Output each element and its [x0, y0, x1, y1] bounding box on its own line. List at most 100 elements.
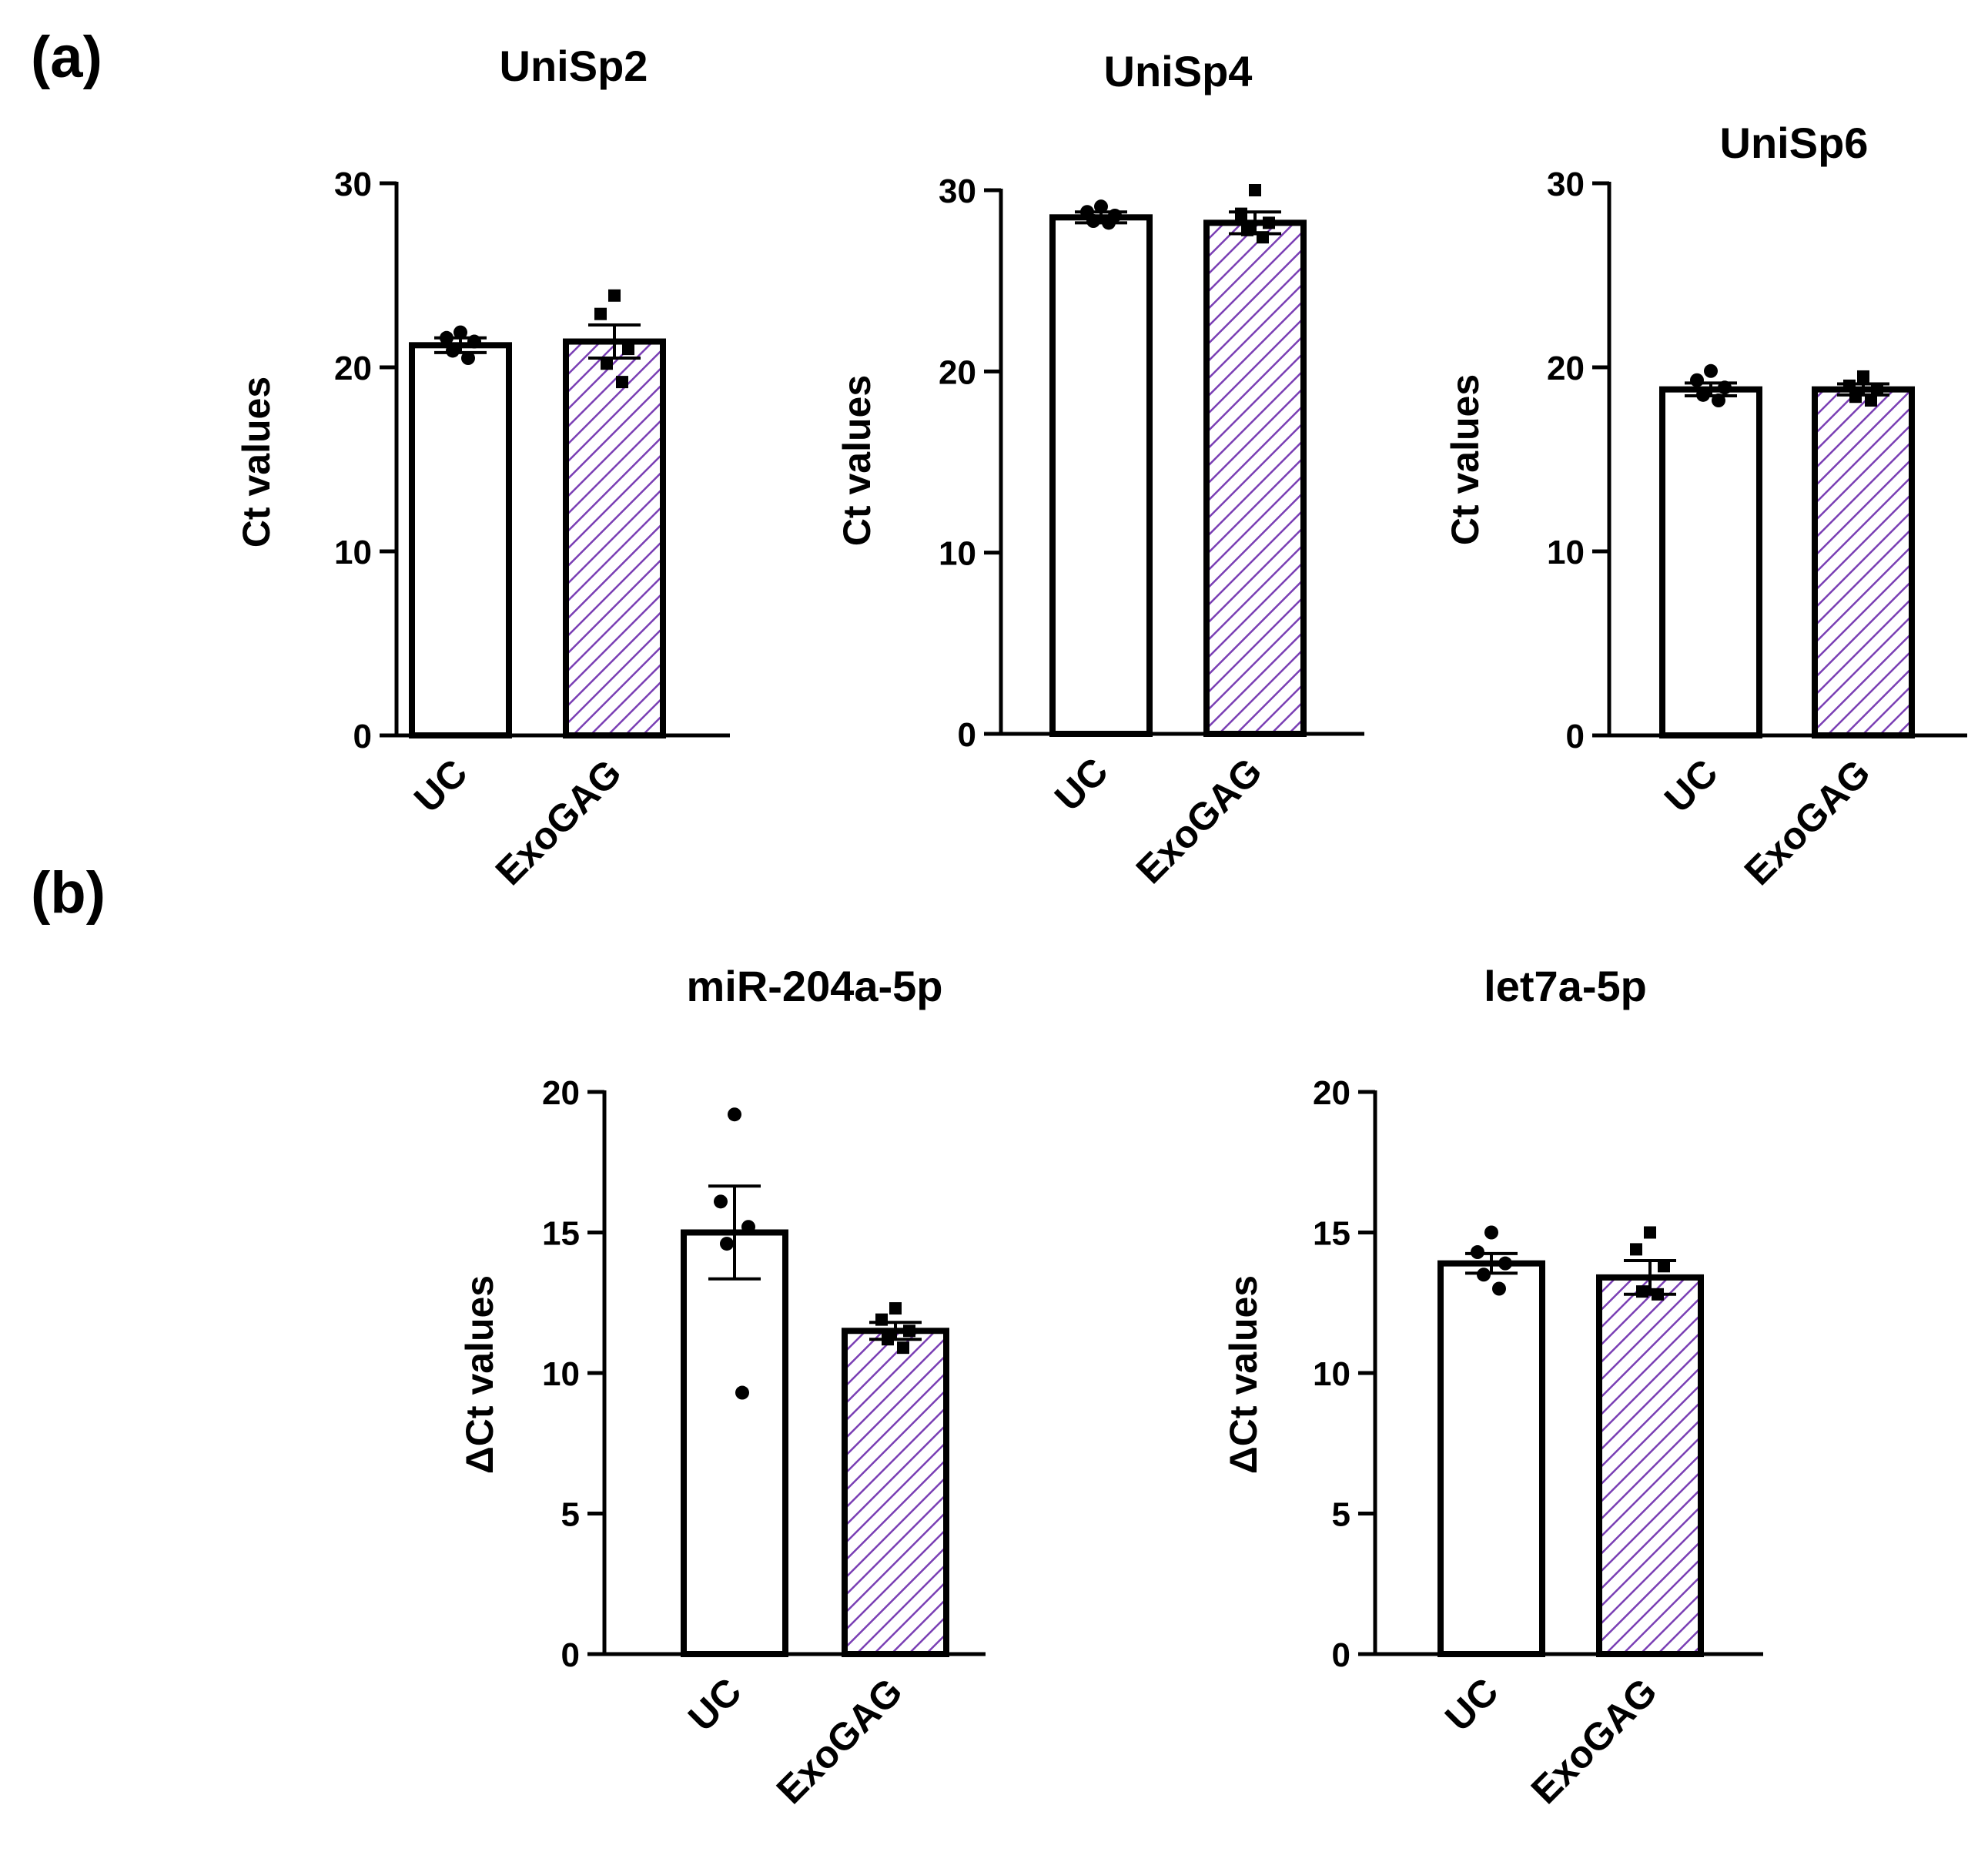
data-point	[875, 1313, 888, 1326]
y-tick-label: 10	[939, 535, 976, 573]
data-point	[1644, 1226, 1656, 1239]
y-axis-label: Ct values	[1444, 374, 1487, 545]
y-axis-label: Ct values	[835, 375, 879, 546]
y-tick-label: 0	[561, 1636, 580, 1674]
y-tick-label: 10	[1547, 534, 1585, 571]
data-point	[1086, 214, 1100, 229]
chart-unisp6: UniSp6 Ct values 0 10 20 30 UC ExoGAG	[1444, 119, 1967, 893]
data-point	[1718, 380, 1732, 395]
bar-exogag	[1203, 219, 1307, 737]
y-tick-label: 20	[542, 1074, 580, 1112]
data-point	[728, 1107, 741, 1122]
data-point	[714, 1194, 728, 1209]
x-category-label: ExoGAG	[1523, 1669, 1665, 1812]
data-point	[882, 1333, 894, 1346]
chart-unisp2: UniSp2 Ct values 0 10 20 30 UC ExoGAG	[235, 42, 730, 893]
panel-label-a: (a)	[31, 25, 102, 90]
data-point	[1241, 223, 1253, 236]
data-point	[903, 1324, 915, 1338]
data-point	[1849, 390, 1862, 404]
chart-title: UniSp6	[1720, 119, 1869, 167]
data-point	[1471, 1245, 1484, 1260]
data-point	[616, 376, 628, 389]
bar-uc	[409, 342, 512, 738]
data-point	[1690, 373, 1704, 387]
bar-exogag	[1812, 386, 1915, 738]
y-tick-label: 20	[334, 350, 372, 387]
x-category-label: UC	[1046, 749, 1116, 819]
y-tick-label: 0	[1332, 1636, 1350, 1674]
data-point	[1843, 379, 1856, 392]
data-point	[1257, 231, 1269, 244]
x-category-label: ExoGAG	[1736, 751, 1879, 893]
data-point	[1712, 393, 1725, 408]
data-point	[467, 334, 481, 349]
data-point	[889, 1302, 902, 1315]
y-tick-label: 0	[1566, 718, 1585, 755]
chart-title: UniSp2	[500, 42, 648, 90]
x-category-label: ExoGAG	[1128, 749, 1270, 892]
y-axis-label: Ct values	[235, 377, 278, 548]
data-point	[735, 1385, 749, 1400]
data-point	[1102, 216, 1116, 230]
bar-uc	[681, 1229, 788, 1657]
y-tick-label: 0	[353, 718, 372, 755]
y-tick-label: 10	[1313, 1355, 1350, 1393]
x-category-label: UC	[680, 1669, 750, 1740]
bar-uc	[1437, 1260, 1545, 1658]
data-point	[622, 343, 634, 356]
y-tick-label: 10	[542, 1355, 580, 1393]
data-point	[1249, 184, 1261, 196]
x-category-label: ExoGAG	[768, 1669, 911, 1812]
chart-unisp4: UniSp4 Ct values 0 10 20 30 UC ExoGAG	[835, 47, 1364, 892]
y-tick-label: 30	[1547, 166, 1585, 203]
data-point	[1658, 1260, 1670, 1273]
data-point	[453, 325, 467, 340]
chart-title: UniSp4	[1104, 47, 1253, 95]
y-tick-label: 30	[939, 172, 976, 210]
x-category-label: UC	[406, 751, 476, 821]
chart-let7a-5p: let7a-5p ΔCt values 0 5 10 15 20 UC ExoGAG	[1222, 962, 1763, 1812]
chart-title: miR-204a-5p	[686, 962, 942, 1010]
chart-mir-204a-5p: miR-204a-5p ΔCt values 0 5 10 15 20 UC ExoGAG	[458, 962, 986, 1812]
data-point	[461, 351, 475, 366]
data-point	[1652, 1288, 1664, 1301]
y-tick-label: 20	[1547, 350, 1585, 387]
data-point	[1857, 370, 1869, 383]
data-point	[741, 1220, 755, 1234]
y-tick-label: 30	[334, 166, 372, 203]
data-point	[1484, 1225, 1498, 1240]
y-tick-label: 0	[958, 716, 976, 754]
chart-title: let7a-5p	[1484, 962, 1647, 1010]
data-point	[594, 307, 607, 320]
bar-uc	[1049, 214, 1153, 737]
bar-uc	[1659, 386, 1762, 738]
x-category-label: ExoGAG	[487, 751, 630, 893]
data-point	[1477, 1268, 1491, 1282]
data-point	[601, 357, 613, 370]
y-tick-label: 15	[542, 1215, 580, 1253]
data-point	[1636, 1285, 1648, 1298]
y-tick-label: 15	[1313, 1215, 1350, 1253]
data-point	[1498, 1256, 1512, 1271]
data-point	[1263, 216, 1275, 229]
data-point	[446, 343, 460, 358]
data-point	[1865, 394, 1877, 407]
x-category-label: UC	[1656, 751, 1726, 821]
data-point	[897, 1341, 909, 1355]
y-tick-label: 20	[1313, 1074, 1350, 1112]
bar-exogag	[842, 1328, 949, 1657]
data-point	[1696, 387, 1710, 402]
panel-label-b: (b)	[31, 860, 105, 926]
data-point	[608, 289, 621, 302]
data-point	[1704, 363, 1718, 378]
data-point	[1235, 207, 1247, 220]
y-tick-label: 5	[561, 1496, 580, 1534]
y-axis-label: ΔCt values	[458, 1275, 501, 1474]
y-axis-label: ΔCt values	[1222, 1275, 1265, 1474]
y-tick-label: 20	[939, 353, 976, 391]
y-tick-label: 5	[1332, 1496, 1350, 1534]
y-tick-label: 10	[334, 534, 372, 571]
data-point	[1492, 1281, 1506, 1296]
